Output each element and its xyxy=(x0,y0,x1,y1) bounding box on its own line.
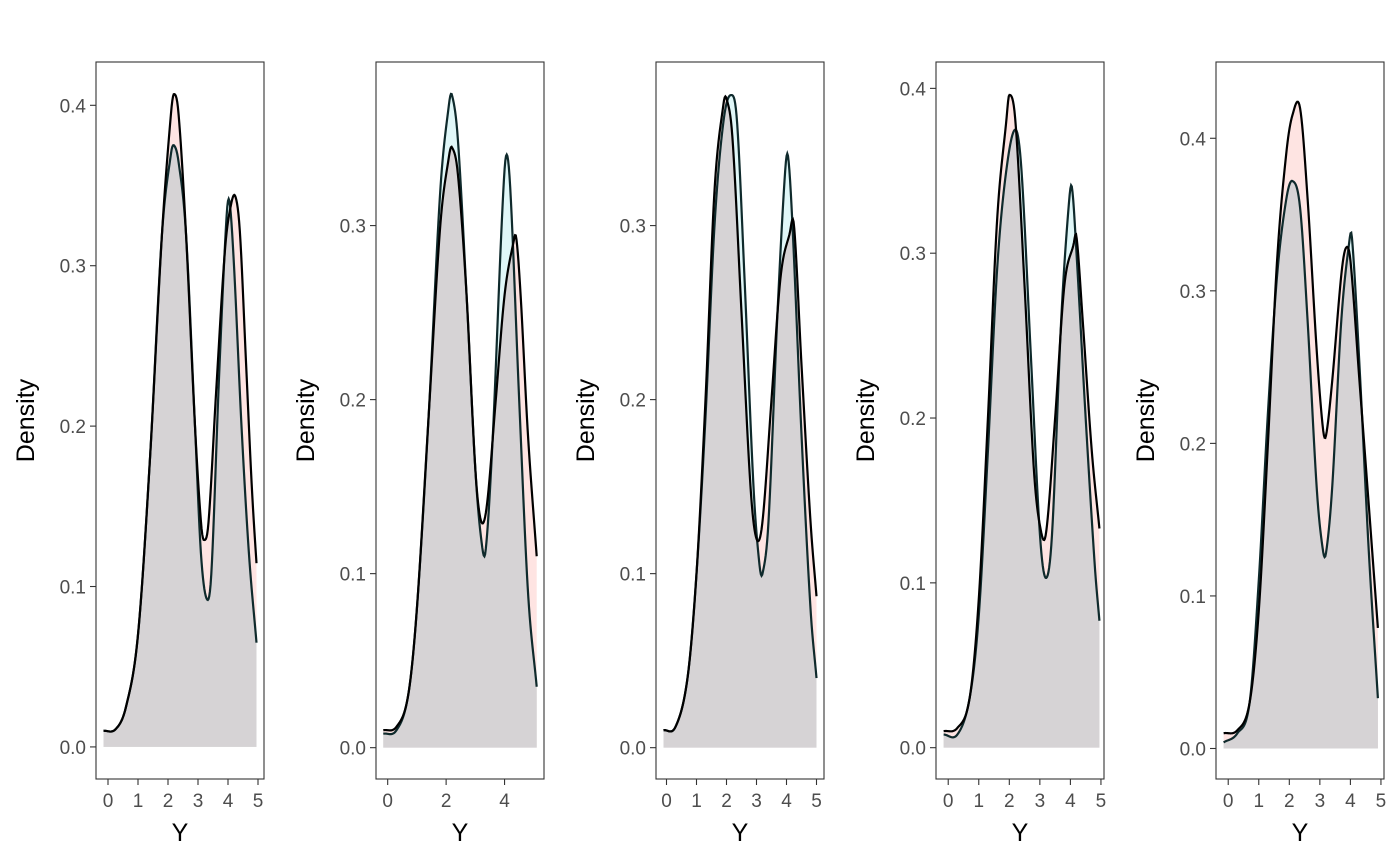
y-tick-label: 0.3 xyxy=(900,244,926,265)
panel-border xyxy=(935,61,1105,780)
density-overlap-area xyxy=(663,102,817,748)
x-tick-label: 5 xyxy=(253,791,264,812)
y-tick-label: 0.0 xyxy=(900,739,926,760)
x-tick-label: 3 xyxy=(1315,791,1326,812)
x-tick-label: 3 xyxy=(1035,791,1046,812)
x-axis-title: Y xyxy=(1292,819,1309,847)
y-tick-label: 0.2 xyxy=(900,409,926,430)
x-tick-label: 1 xyxy=(691,791,702,812)
y-axis-title: Density xyxy=(852,378,880,462)
y-tick-label: 0.4 xyxy=(1180,129,1207,150)
y-tick-label: 0.2 xyxy=(60,417,86,438)
density-panel-5: 0.0 0.1 0.2 0.3 0.4 0 1 2 3 4 5 Y Density xyxy=(1132,61,1387,847)
x-tick-label: 0 xyxy=(943,791,954,812)
x-tick-label: 4 xyxy=(781,791,792,812)
x-axis-title: Y xyxy=(172,819,189,847)
y-tick-label: 0.3 xyxy=(60,257,86,278)
x-tick-label: 1 xyxy=(133,791,144,812)
y-tick-label: 0.2 xyxy=(340,391,366,412)
x-tick-label: 2 xyxy=(1284,791,1295,812)
y-tick-label: 0.1 xyxy=(900,574,926,595)
y-axis-title: Density xyxy=(292,378,320,462)
density-panel-2: 0.0 0.1 0.2 0.3 0 2 4 Y Density xyxy=(292,61,545,847)
y-tick-label: 0.4 xyxy=(900,79,927,100)
x-tick-label: 2 xyxy=(163,791,174,812)
x-axis-title: Y xyxy=(452,819,469,847)
y-tick-label: 0.1 xyxy=(340,565,366,586)
x-tick-label: 1 xyxy=(1253,791,1264,812)
x-tick-label: 0 xyxy=(103,791,114,812)
y-tick-label: 0.2 xyxy=(620,391,646,412)
y-axis-title: Density xyxy=(1132,378,1160,462)
x-axis-title: Y xyxy=(1012,819,1029,847)
y-axis-title: Density xyxy=(12,378,40,462)
y-tick-label: 0.1 xyxy=(1180,587,1206,608)
y-tick-label: 0.1 xyxy=(620,565,646,586)
y-tick-label: 0.4 xyxy=(60,96,87,117)
y-axis-title: Density xyxy=(572,378,600,462)
x-tick-label: 5 xyxy=(1376,791,1387,812)
x-tick-label: 4 xyxy=(499,791,510,812)
x-tick-label: 0 xyxy=(661,791,672,812)
x-tick-label: 5 xyxy=(811,791,822,812)
x-axis-title: Y xyxy=(732,819,749,847)
density-curve-a xyxy=(383,145,538,732)
y-tick-label: 0.3 xyxy=(620,217,646,238)
y-tick-label: 0.1 xyxy=(60,578,86,599)
x-tick-label: 0 xyxy=(382,791,393,812)
panel-border xyxy=(95,61,265,780)
y-tick-label: 0.0 xyxy=(340,739,366,760)
density-panel-3: 0.0 0.1 0.2 0.3 0 1 2 3 4 5 Y Density xyxy=(572,61,825,847)
density-curve-a xyxy=(663,94,818,733)
x-tick-label: 4 xyxy=(1345,791,1356,812)
panel-border xyxy=(1215,61,1385,780)
panel-border xyxy=(655,61,825,780)
panel-border xyxy=(375,61,545,780)
x-tick-label: 3 xyxy=(751,791,762,812)
y-tick-label: 0.3 xyxy=(1180,282,1206,303)
y-tick-label: 0.2 xyxy=(1180,434,1206,455)
density-overlap-area xyxy=(1223,180,1378,749)
density-curve-a xyxy=(103,92,258,733)
x-tick-label: 0 xyxy=(1223,791,1234,812)
x-tick-label: 5 xyxy=(1096,791,1107,812)
y-tick-label: 0.0 xyxy=(1180,739,1206,760)
density-panel-4: 0.0 0.1 0.2 0.3 0.4 0 1 2 3 4 5 Y Density xyxy=(852,61,1107,847)
density-overlap-area xyxy=(943,129,1100,748)
x-tick-label: 4 xyxy=(1065,791,1076,812)
density-curve-a xyxy=(1223,100,1379,735)
x-tick-label: 2 xyxy=(721,791,732,812)
y-tick-label: 0.0 xyxy=(620,739,646,760)
y-tick-label: 0.0 xyxy=(60,738,86,759)
density-curve-a xyxy=(943,93,1101,733)
density-panel-1: 0.0 0.1 0.2 0.3 0.4 0 1 2 3 4 5 Y Density xyxy=(12,61,265,847)
y-tick-label: 0.3 xyxy=(340,217,366,238)
density-overlap-area xyxy=(383,146,537,748)
x-tick-label: 4 xyxy=(223,791,234,812)
x-tick-label: 2 xyxy=(441,791,452,812)
x-tick-label: 3 xyxy=(193,791,204,812)
x-tick-label: 2 xyxy=(1004,791,1015,812)
x-tick-label: 1 xyxy=(973,791,984,812)
